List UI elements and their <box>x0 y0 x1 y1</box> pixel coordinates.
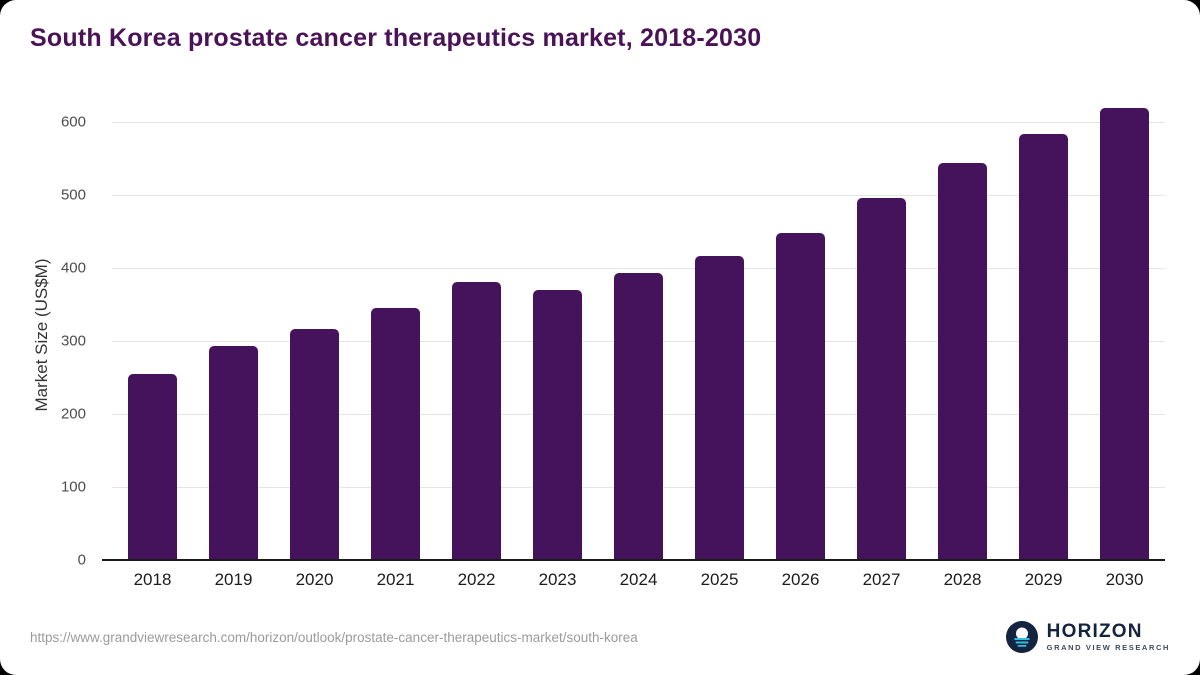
bar-slot-2026 <box>760 100 841 560</box>
plot-area <box>102 100 1165 561</box>
x-tick-label-2022: 2022 <box>457 570 496 589</box>
y-tick-label-100: 100 <box>60 478 86 496</box>
horizon-logo: HORIZON GRAND VIEW RESEARCH <box>1005 621 1170 653</box>
y-tick-label-200: 200 <box>60 405 86 423</box>
horizon-logo-icon <box>1005 621 1038 653</box>
bar-2029 <box>1019 134 1068 560</box>
bar-slot-2018 <box>112 100 193 560</box>
x-tick-label-2030: 2030 <box>1105 570 1144 589</box>
y-tick-label-400: 400 <box>60 259 86 277</box>
bar-slot-2022 <box>436 100 517 560</box>
chart-title: South Korea prostate cancer therapeutics… <box>30 24 762 52</box>
gridline-600 <box>112 121 1165 123</box>
logo-brand: HORIZON <box>1046 621 1143 643</box>
bar-slot-2027 <box>841 100 922 560</box>
gridline-500 <box>112 194 1165 196</box>
y-tick-labels: 0 100 200 300 400 500 600 <box>0 100 100 568</box>
bar-2023 <box>533 289 582 560</box>
bar-slot-2021 <box>355 100 436 560</box>
bar-2018 <box>128 373 177 560</box>
bar-slot-2023 <box>517 100 598 560</box>
bar-2021 <box>371 308 420 560</box>
bar-2022 <box>452 281 501 560</box>
x-tick-label-2026: 2026 <box>781 570 820 589</box>
logo-text: HORIZON GRAND VIEW RESEARCH <box>1047 622 1170 652</box>
bar-slot-2028 <box>922 100 1003 560</box>
x-axis-line <box>102 559 1165 561</box>
bar-slot-2019 <box>193 100 274 560</box>
bar-2024 <box>614 273 663 560</box>
x-tick-label-2028: 2028 <box>943 570 982 589</box>
bar-slot-2025 <box>679 100 760 560</box>
x-tick-label-2025: 2025 <box>700 570 739 589</box>
bar-2019 <box>209 346 258 560</box>
y-tick-label-600: 600 <box>60 113 86 131</box>
bar-2026 <box>776 232 825 560</box>
x-tick-label-2024: 2024 <box>619 570 658 589</box>
bars <box>112 100 1165 560</box>
footer: https://www.grandviewresearch.com/horizo… <box>30 615 1170 659</box>
y-tick-label-300: 300 <box>60 332 86 350</box>
x-tick-label-2023: 2023 <box>538 570 577 589</box>
y-tick-label-0: 0 <box>77 551 86 569</box>
bar-2030 <box>1100 108 1149 560</box>
bar-slot-2024 <box>598 100 679 560</box>
y-tick-label-500: 500 <box>60 186 86 204</box>
bar-slot-2030 <box>1084 100 1165 560</box>
bar-2028 <box>938 162 987 560</box>
bar-slot-2029 <box>1003 100 1084 560</box>
gridline-400 <box>112 267 1165 269</box>
bar-2025 <box>695 256 744 560</box>
x-tick-label-2018: 2018 <box>133 570 172 589</box>
x-tick-label-2020: 2020 <box>295 570 334 589</box>
x-tick-label-2019: 2019 <box>214 570 253 589</box>
bar-2020 <box>290 328 339 560</box>
x-tick-label-2029: 2029 <box>1024 570 1063 589</box>
x-tick-label-2027: 2027 <box>862 570 901 589</box>
x-tick-labels: 2018 2019 2020 2021 2022 2023 2024 2025 2026 2027… <box>112 570 1165 590</box>
bar-slot-2020 <box>274 100 355 560</box>
logo-subbrand: GRAND VIEW RESEARCH <box>1046 643 1170 653</box>
x-tick-label-2021: 2021 <box>376 570 415 589</box>
source-url-link[interactable]: https://www.grandviewresearch.com/horizo… <box>30 629 638 645</box>
bar-2027 <box>857 197 906 560</box>
